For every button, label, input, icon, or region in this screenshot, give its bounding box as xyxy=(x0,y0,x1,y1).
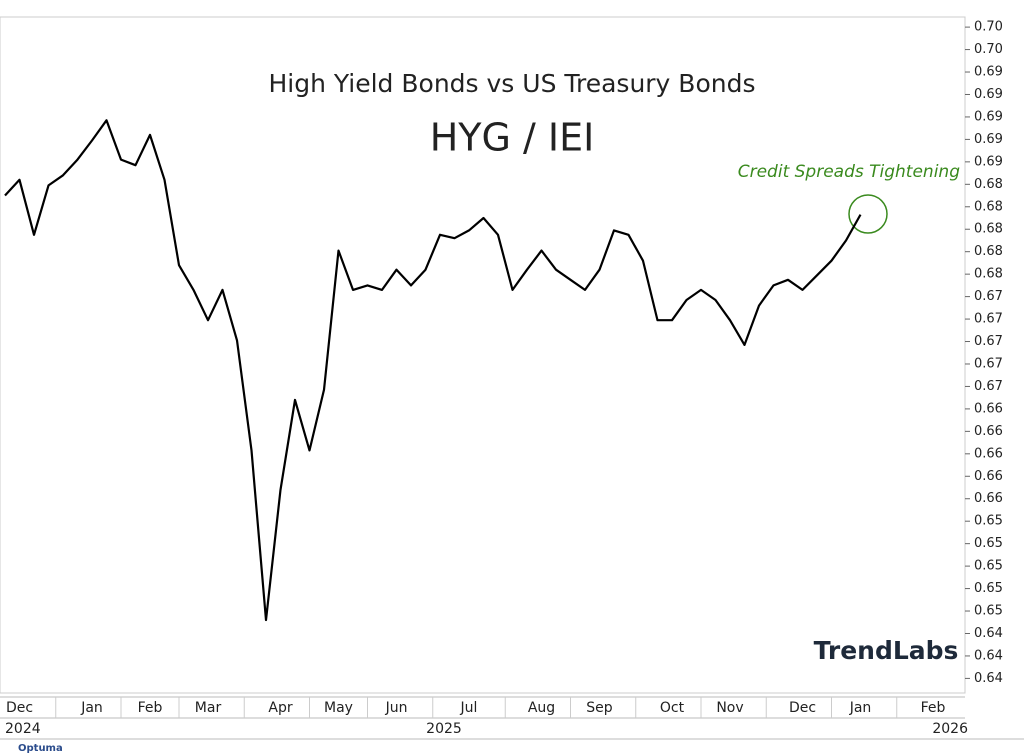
x-tick-label: Mar xyxy=(195,700,222,716)
x-tick-label: Jun xyxy=(385,700,408,716)
year-label: 2024 xyxy=(5,721,41,737)
x-tick-label: Dec xyxy=(789,700,816,716)
y-tick-label: 0.67 xyxy=(974,379,1003,394)
y-tick-label: 0.66 xyxy=(974,469,1003,484)
x-tick-label: Sep xyxy=(586,700,613,716)
y-tick-label: 0.68 xyxy=(974,199,1003,214)
y-tick-label: 0.69 xyxy=(974,154,1003,169)
y-tick-label: 0.65 xyxy=(974,536,1003,551)
y-tick-label: 0.68 xyxy=(974,267,1003,282)
x-tick-label: Feb xyxy=(921,700,946,716)
x-tick-label: Apr xyxy=(268,700,292,716)
y-tick-label: 0.67 xyxy=(974,289,1003,304)
x-tick-label: Feb xyxy=(138,700,163,716)
y-tick-label: 0.69 xyxy=(974,132,1003,147)
y-tick-label: 0.66 xyxy=(974,491,1003,506)
year-label: 2026 xyxy=(932,721,968,737)
y-tick-label: 0.65 xyxy=(974,581,1003,596)
x-tick-label: May xyxy=(324,700,353,716)
y-tick-label: 0.68 xyxy=(974,222,1003,237)
x-tick-label: Dec xyxy=(6,700,33,716)
annotation: Credit Spreads Tightening xyxy=(738,162,960,182)
footer: Optuma xyxy=(18,743,63,754)
y-tick-label: 0.69 xyxy=(974,87,1003,102)
x-tick-label: Jul xyxy=(460,700,478,716)
y-tick-label: 0.65 xyxy=(974,559,1003,574)
year-label: 2025 xyxy=(426,721,462,737)
y-tick-label: 0.65 xyxy=(974,604,1003,619)
x-tick-label: Jan xyxy=(849,700,872,716)
y-tick-label: 0.67 xyxy=(974,356,1003,371)
price-line xyxy=(4,119,862,622)
y-tick-label: 0.68 xyxy=(974,177,1003,192)
watermark: TrendLabs xyxy=(814,636,959,665)
y-tick-label: 0.66 xyxy=(974,401,1003,416)
y-tick-label: 0.64 xyxy=(974,648,1003,663)
plot-frame xyxy=(0,16,966,694)
chart-title: High Yield Bonds vs US Treasury Bonds xyxy=(269,69,756,98)
y-tick-label: 0.64 xyxy=(974,671,1003,686)
annotation-circle xyxy=(848,194,888,234)
x-tick-label: Oct xyxy=(660,700,685,716)
y-tick-label: 0.65 xyxy=(974,514,1003,529)
y-tick-label: 0.67 xyxy=(974,334,1003,349)
y-tick-label: 0.68 xyxy=(974,244,1003,259)
y-tick-label: 0.70 xyxy=(974,42,1003,57)
y-tick-label: 0.70 xyxy=(974,20,1003,35)
y-tick-label: 0.66 xyxy=(974,424,1003,439)
y-tick-label: 0.66 xyxy=(974,446,1003,461)
x-tick-label: Jan xyxy=(80,700,103,716)
y-tick-label: 0.69 xyxy=(974,109,1003,124)
x-tick-label: Nov xyxy=(716,700,743,716)
y-tick-label: 0.64 xyxy=(974,626,1003,641)
x-tick-label: Aug xyxy=(528,700,555,716)
y-tick-label: 0.67 xyxy=(974,312,1003,327)
y-tick-label: 0.69 xyxy=(974,65,1003,80)
chart-subtitle: HYG / IEI xyxy=(430,116,595,160)
